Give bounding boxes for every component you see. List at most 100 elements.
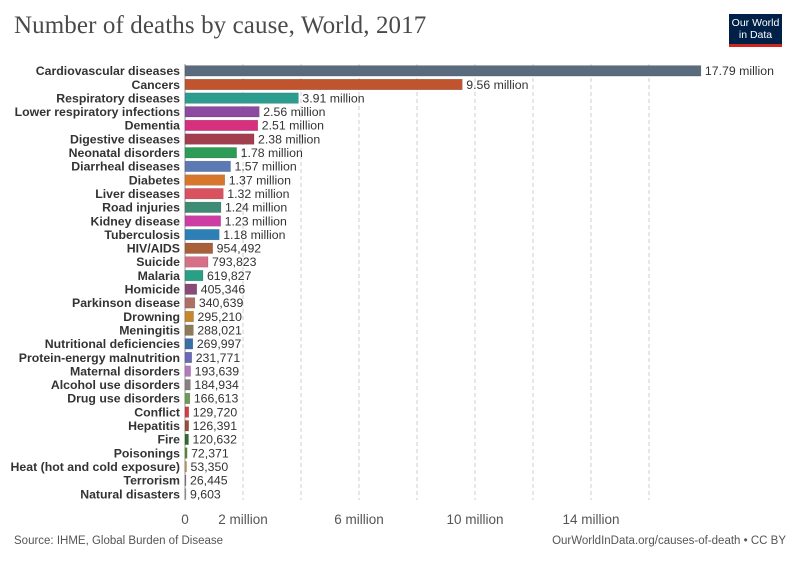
- bar[interactable]: [184, 174, 225, 186]
- owid-logo[interactable]: Our World in Data: [729, 14, 782, 47]
- x-tick-label: 2 million: [218, 512, 268, 527]
- value-label: 126,391: [193, 419, 238, 433]
- category-label: Tuberculosis: [104, 228, 180, 242]
- category-label: Cardiovascular diseases: [36, 64, 180, 78]
- x-tick-label: 6 million: [334, 512, 384, 527]
- bar[interactable]: [184, 160, 231, 172]
- bar[interactable]: [184, 78, 463, 90]
- value-label: 2.38 million: [258, 132, 320, 146]
- x-tick-label: 14 million: [562, 512, 619, 527]
- bar[interactable]: [184, 256, 209, 268]
- bar[interactable]: [184, 215, 221, 227]
- category-label: Neonatal disorders: [69, 146, 181, 160]
- category-label: Meningitis: [119, 323, 180, 337]
- bar[interactable]: [184, 379, 191, 391]
- value-label: 2.51 million: [262, 119, 324, 133]
- source-link[interactable]: OurWorldInData.org/causes-of-death • CC …: [552, 535, 786, 547]
- bar[interactable]: [184, 433, 189, 445]
- bar[interactable]: [184, 365, 191, 377]
- bar[interactable]: [184, 324, 194, 336]
- category-label: Fire: [157, 433, 180, 447]
- value-label: 295,210: [198, 310, 243, 324]
- category-label: Respiratory diseases: [56, 91, 180, 105]
- bar[interactable]: [184, 351, 192, 363]
- bar[interactable]: [184, 406, 190, 418]
- category-label: Digestive diseases: [70, 132, 180, 146]
- bar[interactable]: [184, 338, 194, 350]
- value-label: 954,492: [217, 242, 262, 256]
- bar[interactable]: [184, 392, 191, 404]
- value-label: 166,613: [194, 392, 239, 406]
- value-label: 288,021: [197, 323, 242, 337]
- value-label: 2.56 million: [263, 105, 325, 119]
- category-label: Lower respiratory infections: [15, 105, 181, 119]
- bar[interactable]: [184, 461, 187, 473]
- category-label: Maternal disorders: [70, 364, 180, 378]
- x-tick-label: 0: [181, 512, 189, 527]
- logo-line-2: in Data: [738, 29, 773, 41]
- bar[interactable]: [184, 283, 198, 295]
- category-label: Hepatitis: [128, 419, 180, 433]
- value-label: 1.57 million: [235, 160, 297, 174]
- value-label: 17.79 million: [705, 64, 774, 78]
- category-label: Protein-energy malnutrition: [19, 351, 180, 365]
- bar[interactable]: [184, 119, 259, 131]
- value-label: 9,603: [190, 487, 221, 501]
- value-label: 53,350: [191, 460, 229, 474]
- category-label: HIV/AIDS: [127, 242, 180, 256]
- category-label: Alcohol use disorders: [51, 378, 180, 392]
- value-label: 1.37 million: [229, 173, 291, 187]
- value-label: 193,639: [195, 364, 240, 378]
- value-label: 184,934: [194, 378, 239, 392]
- bar[interactable]: [184, 133, 255, 145]
- bar[interactable]: [184, 229, 220, 241]
- value-label: 619,827: [207, 269, 252, 283]
- category-label: Liver diseases: [95, 187, 180, 201]
- bar[interactable]: [184, 488, 187, 500]
- value-label: 72,371: [191, 446, 229, 460]
- value-label: 793,823: [212, 255, 257, 269]
- category-label: Nutritional deficiencies: [45, 337, 180, 351]
- category-label: Suicide: [136, 255, 180, 269]
- category-label: Drug use disorders: [67, 392, 180, 406]
- category-label: Terrorism: [124, 474, 181, 488]
- bar[interactable]: [184, 474, 187, 486]
- bar[interactable]: [184, 242, 213, 254]
- category-label: Road injuries: [102, 201, 180, 215]
- category-label: Drowning: [123, 310, 180, 324]
- value-label: 1.78 million: [241, 146, 303, 160]
- value-label: 9.56 million: [466, 78, 528, 92]
- value-label: 231,771: [196, 351, 241, 365]
- category-label: Heat (hot and cold exposure): [11, 460, 180, 474]
- bar[interactable]: [184, 297, 196, 309]
- bar[interactable]: [184, 188, 224, 200]
- logo-line-1: Our World: [731, 17, 780, 29]
- category-label: Natural disasters: [80, 487, 180, 501]
- bar[interactable]: [184, 270, 204, 282]
- bar[interactable]: [184, 106, 260, 118]
- bar[interactable]: [184, 420, 189, 432]
- category-label: Diarrheal diseases: [71, 160, 180, 174]
- category-label: Dementia: [125, 119, 181, 133]
- bar[interactable]: [184, 92, 299, 104]
- category-label: Poisonings: [114, 446, 180, 460]
- value-label: 405,346: [201, 283, 246, 297]
- value-label: 269,997: [197, 337, 242, 351]
- chart-title: Number of deaths by cause, World, 2017: [14, 12, 427, 39]
- bar[interactable]: [184, 311, 194, 323]
- category-label: Kidney disease: [90, 214, 180, 228]
- bar[interactable]: [184, 447, 188, 459]
- source-note: Source: IHME, Global Burden of Disease: [14, 535, 224, 547]
- value-label: 1.24 million: [225, 201, 287, 215]
- value-label: 340,639: [199, 296, 244, 310]
- category-label: Cancers: [131, 78, 180, 92]
- bar[interactable]: [184, 147, 237, 159]
- category-label: Conflict: [134, 405, 180, 419]
- value-label: 26,445: [190, 474, 228, 488]
- bar[interactable]: [184, 201, 222, 213]
- value-label: 120,632: [192, 433, 237, 447]
- value-label: 129,720: [193, 405, 238, 419]
- bar[interactable]: [184, 65, 702, 77]
- category-label: Homicide: [125, 283, 181, 297]
